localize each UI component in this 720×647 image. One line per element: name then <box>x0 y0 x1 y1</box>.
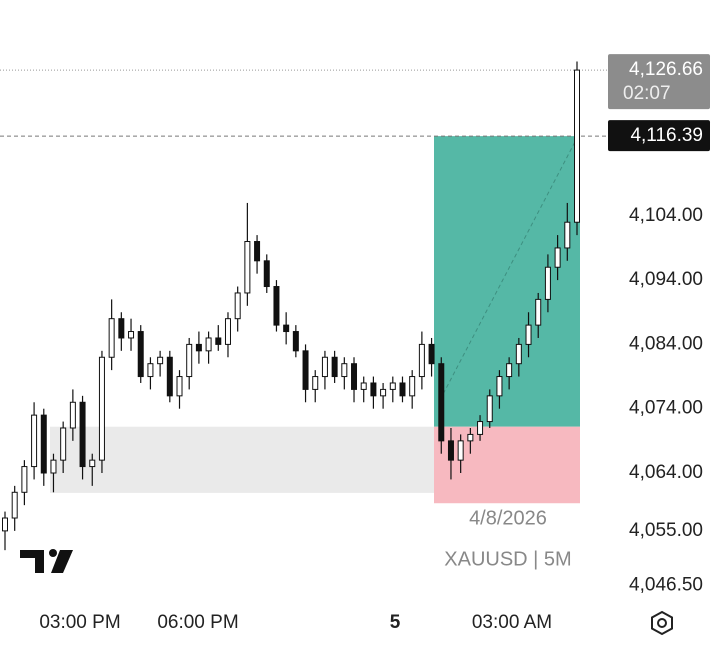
x-tick-label: 03:00 AM <box>472 612 552 633</box>
candle-body <box>11 491 18 519</box>
y-tick-label: 4,046.50 <box>629 575 703 596</box>
candle-body <box>205 337 212 352</box>
candle-body <box>564 221 571 249</box>
position-diagonal <box>439 135 579 401</box>
candle-body <box>166 356 173 397</box>
candle-body <box>215 337 222 345</box>
candle-body <box>331 356 338 378</box>
settings-icon[interactable] <box>651 610 673 636</box>
candle-body <box>60 427 67 461</box>
last-price-label: 4,126.66 <box>629 59 703 80</box>
tradingview-logo <box>20 549 73 573</box>
candle-body <box>224 318 231 345</box>
candle-body <box>147 363 154 378</box>
candle-body <box>399 382 406 397</box>
candle-body <box>263 260 270 288</box>
candle-body <box>360 382 367 390</box>
candle-body <box>428 343 435 365</box>
candle-body <box>31 414 38 468</box>
candle-body <box>176 376 183 397</box>
candle-body <box>292 331 299 352</box>
y-tick-label: 4,055.00 <box>629 520 703 541</box>
loss-zone <box>434 426 580 504</box>
candle-body <box>535 298 542 326</box>
marked-price-label: 4,116.39 <box>630 125 703 146</box>
candle-body <box>370 382 377 397</box>
y-tick-label: 4,094.00 <box>629 269 703 290</box>
y-tick-label: 4,064.00 <box>629 462 703 483</box>
y-tick-label: 4,104.00 <box>629 205 703 226</box>
profit-zone <box>434 136 580 427</box>
symbol-label: XAUUSD | 5M <box>444 548 571 570</box>
countdown: 02:07 <box>623 83 671 104</box>
candle-body <box>50 459 57 474</box>
candle-body <box>98 356 105 461</box>
candle-body <box>467 433 474 442</box>
candle-body <box>89 459 96 468</box>
x-tick-label: 06:00 PM <box>157 612 238 633</box>
zone <box>50 426 484 493</box>
candle-body <box>137 331 144 378</box>
candle-body <box>244 241 251 294</box>
candle-body <box>457 440 464 461</box>
y-tick-label: 4,074.00 <box>629 398 703 419</box>
candle-body <box>574 69 580 223</box>
candle-body <box>273 286 280 326</box>
y-tick-label: 4,084.00 <box>629 333 703 354</box>
candle-body <box>380 388 387 397</box>
candle-body <box>477 421 484 435</box>
candle-body <box>118 318 125 339</box>
candle-body <box>447 440 454 461</box>
candle-body <box>312 376 319 390</box>
candle-body <box>515 343 522 365</box>
candle-body <box>351 363 358 390</box>
candle-body <box>254 241 261 262</box>
candle-body <box>128 331 135 339</box>
candle-body <box>157 356 164 365</box>
candle-body <box>389 382 396 390</box>
candle-body <box>506 363 513 378</box>
candle-body <box>302 350 309 390</box>
candle-body <box>321 356 328 378</box>
candle-body <box>69 401 76 429</box>
x-tick-label: 5 <box>390 612 401 633</box>
date-label: 4/8/2026 <box>469 507 547 529</box>
candle-body <box>496 376 503 397</box>
candle-body <box>544 266 551 300</box>
candle-body <box>554 247 561 268</box>
marked-price-box <box>608 120 710 152</box>
candle-body <box>409 376 416 397</box>
candle-body <box>525 324 532 345</box>
candle-body <box>234 292 241 320</box>
candle-body <box>283 324 290 333</box>
candle-body <box>108 318 115 358</box>
x-tick-label: 03:00 PM <box>39 612 120 633</box>
candle-body <box>21 466 28 493</box>
candle-body <box>418 343 425 378</box>
candle-body <box>486 395 493 423</box>
candle-body <box>79 401 86 468</box>
candle-body <box>186 343 193 378</box>
candle-body <box>438 363 445 442</box>
candle-body <box>195 343 202 352</box>
candle-body <box>40 414 47 474</box>
candle-body <box>341 363 348 378</box>
last-price-box <box>608 54 710 110</box>
candle-body <box>2 517 8 532</box>
